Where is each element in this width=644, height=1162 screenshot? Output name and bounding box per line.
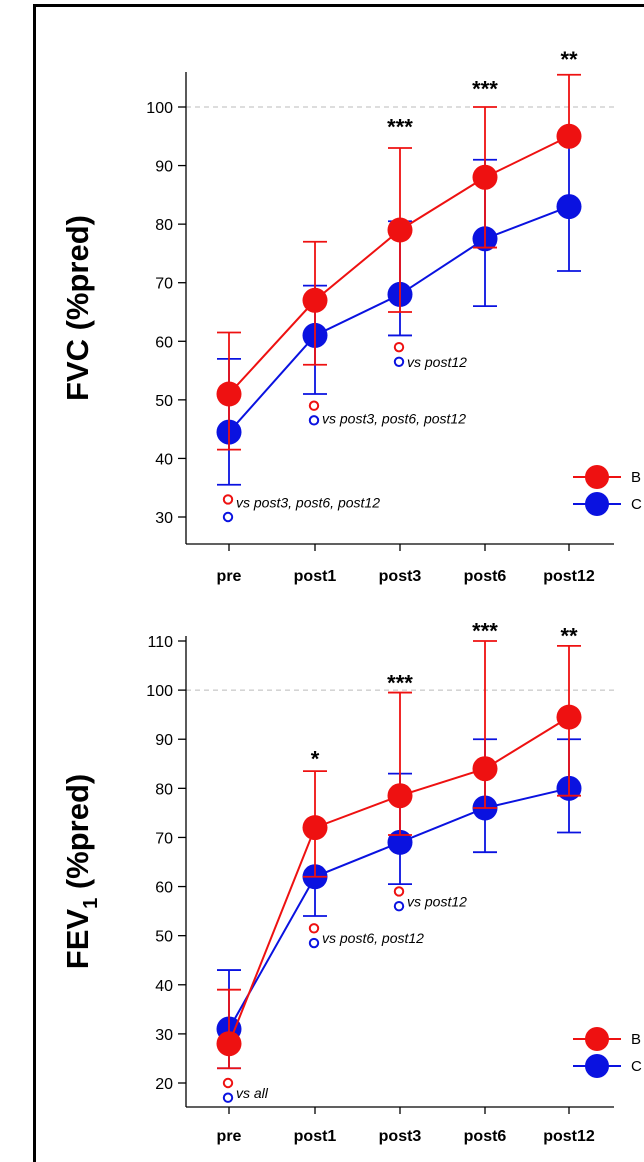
data-point — [216, 1031, 242, 1057]
series-B — [216, 73, 582, 451]
annotation-ring — [393, 356, 405, 367]
y-tick-label: 50 — [155, 393, 173, 410]
series-line — [228, 787, 570, 1030]
significance-marker: *** — [472, 619, 498, 644]
data-point — [556, 704, 582, 730]
significance-marker: *** — [387, 115, 413, 140]
y-tick-label: 40 — [155, 451, 173, 468]
data-point — [472, 756, 498, 782]
annotation-ring — [393, 901, 405, 912]
data-point — [387, 829, 413, 855]
legend-marker — [585, 492, 609, 516]
x-tick-label: post12 — [543, 568, 595, 585]
x-tick-label: pre — [217, 568, 242, 585]
x-tick-label: post1 — [294, 1128, 337, 1145]
y-tick-label: 70 — [155, 830, 173, 847]
x-tick-label: post6 — [464, 568, 507, 585]
annotation-text: vs post3, post6, post12 — [236, 494, 380, 510]
y-tick-label: 70 — [155, 276, 173, 293]
y-axis-label: FEV1 (%pred) — [60, 774, 102, 969]
annotation-text: vs post3, post6, post12 — [322, 411, 466, 427]
annotation-ring — [308, 937, 320, 949]
y-tick-label: 20 — [155, 1076, 173, 1093]
data-point — [556, 194, 582, 220]
legend-marker — [585, 465, 609, 489]
annotation-ring — [222, 511, 234, 523]
series-line — [228, 135, 570, 395]
annotation-text: vs post6, post12 — [322, 930, 424, 946]
significance-marker: *** — [387, 670, 413, 695]
annotation-ring — [222, 1092, 234, 1103]
y-tick-label: 90 — [155, 732, 173, 749]
annotation-ring — [222, 1077, 234, 1089]
data-point — [302, 287, 328, 313]
y-tick-label: 80 — [155, 217, 173, 234]
legend-label: C — [631, 496, 642, 513]
significance-marker: ** — [560, 47, 578, 72]
series-C — [216, 132, 582, 486]
series-line — [228, 716, 570, 1045]
y-axis-label: FVC (%pred) — [60, 215, 95, 401]
legend-label: C — [631, 1058, 642, 1075]
annotation-text: vs all — [236, 1085, 269, 1101]
legend-marker — [585, 1027, 609, 1051]
annotation-ring — [308, 400, 320, 411]
data-point — [472, 164, 498, 190]
x-tick-label: post12 — [543, 1128, 595, 1145]
y-tick-label: 30 — [155, 510, 173, 527]
annotation-text: vs post12 — [407, 893, 467, 909]
data-point — [387, 783, 413, 809]
y-tick-label: 100 — [146, 100, 173, 117]
annotation-ring — [393, 341, 405, 353]
x-tick-label: post3 — [379, 568, 422, 585]
significance-marker: ** — [560, 624, 578, 649]
y-tick-label: 30 — [155, 1027, 173, 1044]
y-tick-label: 50 — [155, 929, 173, 946]
data-point — [387, 217, 413, 243]
chart-panel-1: FVC (%pred) 30 40 50 60 70 80 90 100 pre post1 post… — [60, 47, 642, 585]
y-tick-label: 40 — [155, 978, 173, 995]
chart-panel-2: FEV1 (%pred) 20 30 40 50 60 70 80 90 100 110 pre pos… — [60, 619, 642, 1145]
x-tick-label: post1 — [294, 568, 337, 585]
y-tick-label: 60 — [155, 334, 173, 351]
annotation-ring — [308, 415, 320, 426]
x-tick-label: pre — [217, 1128, 242, 1145]
y-tick-label: 90 — [155, 159, 173, 176]
legend-marker — [585, 1054, 609, 1078]
y-tick-label: 100 — [146, 683, 173, 700]
x-tick-label: post6 — [464, 1128, 507, 1145]
y-tick-label: 80 — [155, 781, 173, 798]
significance-marker: *** — [472, 77, 498, 102]
x-tick-label: post3 — [379, 1128, 422, 1145]
y-tick-label: 110 — [147, 634, 173, 651]
data-point — [556, 123, 582, 149]
series-B — [216, 640, 582, 1070]
data-point — [216, 381, 242, 407]
annotation-ring — [222, 494, 234, 505]
annotation-ring — [393, 886, 405, 897]
y-tick-label: 60 — [155, 880, 173, 897]
data-point — [302, 815, 328, 841]
significance-marker: * — [311, 746, 320, 771]
annotation-ring — [308, 923, 320, 934]
legend-label: B — [631, 1031, 641, 1048]
legend-label: B — [631, 469, 641, 486]
annotation-text: vs post12 — [407, 354, 467, 370]
